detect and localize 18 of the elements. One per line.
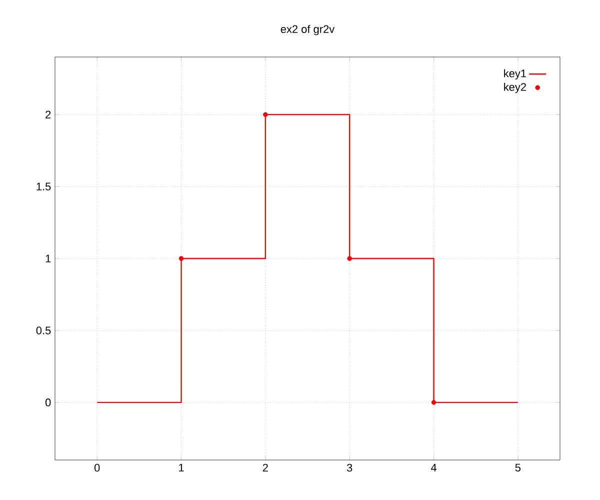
legend-label: key1 bbox=[504, 69, 526, 80]
x-tick-label: 2 bbox=[262, 464, 268, 472]
y-tick-label: 1.5 bbox=[36, 182, 51, 190]
y-tick-label: 2 bbox=[46, 110, 51, 118]
chart-title: ex2 of gr2v bbox=[280, 24, 335, 36]
point bbox=[431, 400, 436, 405]
x-tick-label: 4 bbox=[430, 464, 436, 472]
x-tick-label: 5 bbox=[515, 464, 520, 472]
y-tick-label: 1 bbox=[46, 254, 51, 262]
point bbox=[178, 256, 184, 261]
y-tick-label: 0.5 bbox=[36, 326, 51, 334]
point bbox=[347, 256, 352, 261]
y-tick-label: 0 bbox=[45, 398, 51, 406]
legend-label: key2 bbox=[504, 82, 526, 94]
point bbox=[263, 112, 268, 117]
x-tick-label: 0 bbox=[94, 464, 100, 472]
x-tick-label: 3 bbox=[346, 464, 352, 472]
x-tick-label: 1 bbox=[179, 464, 184, 472]
